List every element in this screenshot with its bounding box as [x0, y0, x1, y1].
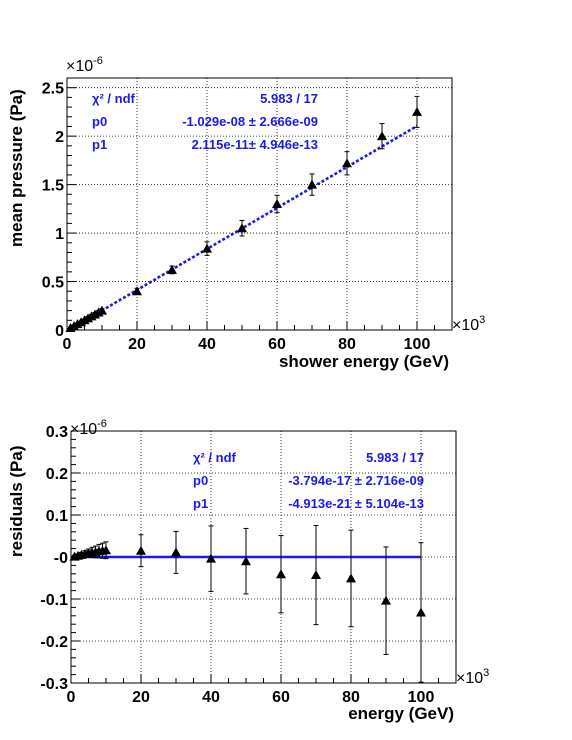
top-y-tick-label: 1 [55, 226, 64, 243]
top-x-tick-label: 40 [198, 336, 216, 353]
bottom-y-tick-label: 0.2 [46, 466, 68, 483]
top-x-tick-label: 0 [63, 336, 72, 353]
stats-value: 5.983 / 17 [260, 91, 318, 106]
data-point-marker [136, 545, 146, 555]
top-y-tick-label: 1.5 [42, 178, 64, 195]
stats-value: -1.029e-08 ± 2.666e-09 [182, 114, 318, 129]
data-point-marker [377, 131, 387, 141]
data-point-marker [342, 158, 352, 168]
top-grid [67, 78, 452, 330]
bottom-axis-ticks [70, 430, 457, 684]
data-point-marker [381, 595, 391, 605]
data-point-marker [346, 573, 356, 583]
top-x-tick-label: 20 [128, 336, 146, 353]
top-x-tick-label: 60 [268, 336, 286, 353]
bottom-y-axis-title: residuals (Pa) [7, 446, 26, 558]
data-point-marker [237, 223, 247, 233]
bottom-y-multiplier: ×10-6 [70, 418, 107, 438]
stats-value: 5.983 / 17 [366, 450, 424, 465]
bottom-y-tick-labels: -0.3 -0.2 -0.1 -0 0.1 0.2 0.3 [40, 424, 68, 693]
bottom-data-points [69, 525, 426, 683]
stats-value: 2.115e-11± 4.946e-13 [192, 137, 318, 152]
bottom-y-tick-label: -0 [54, 550, 68, 567]
data-point-marker [276, 569, 286, 579]
bottom-x-axis-title: energy (GeV) [348, 704, 454, 723]
top-y-tick-label: 0 [55, 323, 64, 340]
top-axis-ticks [66, 77, 453, 331]
stats-label: p0 [193, 473, 208, 488]
top-x-tick-label: 100 [404, 336, 431, 353]
bottom-x-tick-labels: 0 20 40 60 80 100 [67, 689, 435, 706]
bottom-y-tick-label: -0.3 [40, 676, 68, 693]
data-point-marker [202, 243, 212, 253]
data-point-marker [206, 553, 216, 563]
data-point-marker [97, 305, 107, 315]
bottom-x-tick-label: 20 [132, 689, 150, 706]
stats-value: -3.794e-17 ± 2.716e-09 [288, 473, 424, 488]
top-data-points [65, 95, 422, 333]
bottom-fit-stats-box: χ² / ndf 5.983 / 17 p0 -3.794e-17 ± 2.716e-… [193, 450, 424, 511]
top-x-tick-labels: 0 20 40 60 80 100 [63, 336, 431, 353]
stats-value: -4.913e-21 ± 5.104e-13 [288, 496, 424, 511]
top-fit-stats-box: χ² / ndf 5.983 / 17 p0 -1.029e-08 ± 2.666e-… [92, 91, 318, 152]
top-y-tick-labels: 0 0.5 1 1.5 2 2.5 [42, 81, 64, 340]
data-point-marker [307, 179, 317, 189]
data-point-marker [412, 106, 422, 116]
stats-label: χ² / ndf [92, 91, 136, 106]
top-y-tick-label: 2.5 [42, 81, 64, 98]
bottom-y-tick-label: -0.2 [40, 634, 68, 651]
data-point-marker [311, 570, 321, 580]
bottom-x-tick-label: 40 [202, 689, 220, 706]
top-y-multiplier: ×10-6 [66, 55, 103, 75]
data-point-marker [272, 199, 282, 208]
stats-label: p0 [92, 114, 107, 129]
top-x-axis-title: shower energy (GeV) [279, 352, 449, 371]
bottom-panel: 0 20 40 60 80 100 -0.3 -0.2 -0.1 -0 0.1 0.2 0.3 ene… [7, 418, 489, 723]
top-x-tick-label: 80 [338, 336, 356, 353]
data-point-marker [132, 286, 142, 296]
bottom-x-multiplier: ×103 [456, 667, 489, 687]
stats-label: p1 [193, 496, 208, 511]
data-point-marker [167, 264, 177, 274]
bottom-y-tick-label: 0.1 [46, 508, 68, 525]
top-x-multiplier: ×103 [452, 314, 485, 334]
bottom-x-tick-label: 60 [272, 689, 290, 706]
data-point-marker [101, 545, 111, 555]
stats-label: p1 [92, 137, 107, 152]
data-point-marker [241, 556, 251, 566]
bottom-x-tick-label: 0 [67, 689, 76, 706]
top-y-axis-title: mean pressure (Pa) [7, 89, 26, 247]
top-y-tick-label: 2 [55, 129, 64, 146]
top-panel: 0 20 40 60 80 100 0 0.5 1 1.5 2 2.5 shower energy … [7, 55, 485, 371]
bottom-y-tick-label: -0.1 [40, 592, 68, 609]
data-point-marker [171, 547, 181, 557]
stats-label: χ² / ndf [193, 450, 237, 465]
bottom-x-tick-label: 80 [342, 689, 360, 706]
bottom-x-tick-label: 100 [408, 689, 435, 706]
bottom-y-tick-label: 0.3 [46, 424, 68, 441]
data-point-marker [416, 607, 426, 617]
top-y-tick-label: 0.5 [42, 275, 64, 292]
